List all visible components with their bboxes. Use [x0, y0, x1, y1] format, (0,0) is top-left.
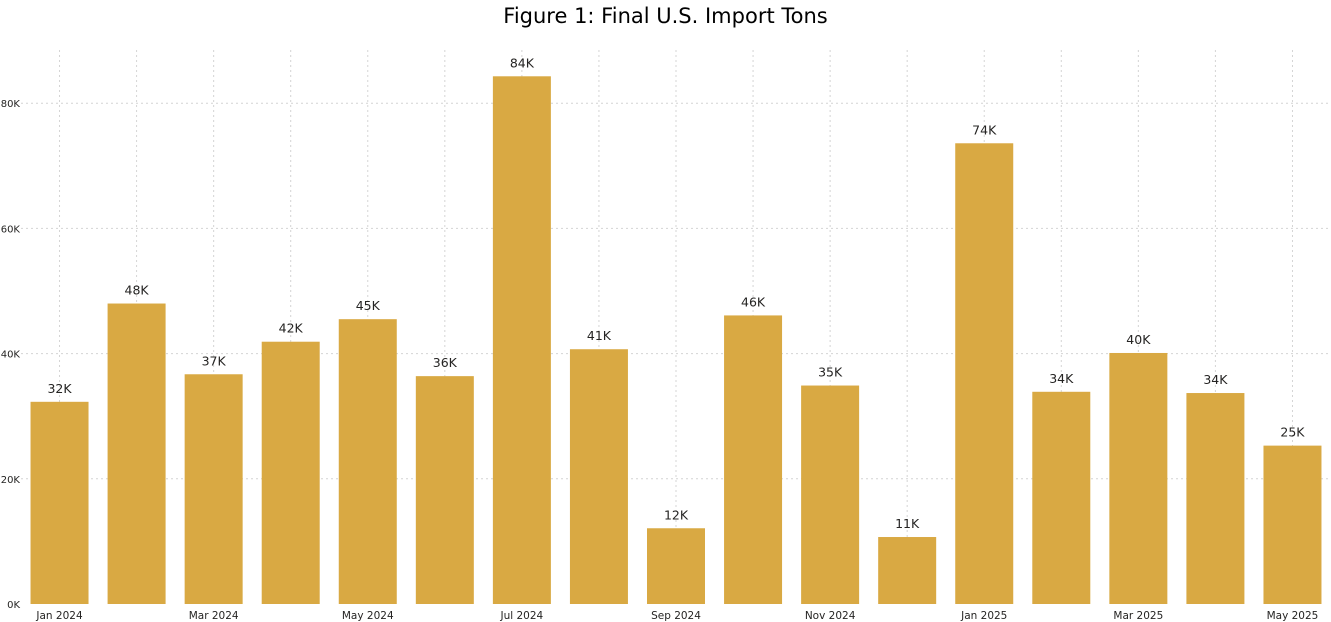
x-tick-label: Nov 2024 [805, 610, 856, 622]
bar[interactable] [415, 376, 474, 604]
bar[interactable] [1109, 352, 1168, 604]
bars [30, 76, 1322, 605]
bar-data-label: 35K [818, 365, 843, 380]
bar-data-label: 36K [433, 355, 458, 370]
bar-data-label: 12K [664, 507, 689, 522]
bar-data-label: 37K [202, 353, 227, 368]
x-tick-label: Jan 2024 [35, 610, 83, 622]
bar-data-label: 74K [972, 122, 997, 137]
x-axis: Jan 2024 Mar 2024 May 2024 Jul 2024 Sep 2024… [35, 610, 1318, 622]
bar-data-label: 25K [1280, 425, 1305, 440]
y-tick-label: 60K [1, 224, 21, 235]
data-labels: 32K 48K 37K 42K 45K 36K 84K 41K 12K 46K 35K 11K 74K 3… [47, 55, 1305, 531]
bar[interactable] [955, 143, 1014, 604]
bar-data-label: 34K [1049, 371, 1074, 386]
x-tick-label: May 2024 [342, 610, 394, 622]
bar-data-label: 34K [1203, 372, 1228, 387]
y-tick-label: 40K [1, 350, 21, 361]
bar[interactable] [724, 315, 783, 604]
y-tick-label: 0K [7, 600, 20, 611]
bar[interactable] [801, 385, 860, 604]
bar-data-label: 42K [279, 321, 304, 336]
bar[interactable] [338, 319, 397, 604]
x-tick-label: May 2025 [1267, 610, 1319, 622]
bar-data-label: 11K [895, 516, 920, 531]
bar-data-label: 40K [1126, 332, 1151, 347]
bar[interactable] [1032, 391, 1091, 604]
bar-data-label: 32K [47, 381, 72, 396]
y-axis: 0K 20K 40K 60K 80K [1, 99, 21, 611]
bar-data-label: 41K [587, 328, 612, 343]
x-tick-label: Sep 2024 [651, 610, 701, 622]
bar[interactable] [647, 528, 705, 604]
bar[interactable] [1186, 393, 1245, 604]
x-tick-label: Jul 2024 [500, 610, 544, 622]
bar[interactable] [261, 341, 320, 604]
bar-data-label: 46K [741, 294, 766, 309]
bar[interactable] [878, 537, 937, 604]
bar[interactable] [107, 303, 166, 604]
x-tick-label: Mar 2024 [189, 610, 239, 622]
bar[interactable] [30, 401, 89, 604]
y-tick-label: 20K [1, 475, 21, 486]
x-tick-label: Jan 2025 [960, 610, 1007, 622]
bar-data-label: 45K [356, 298, 381, 313]
bar-data-label: 84K [510, 55, 535, 70]
bar[interactable] [569, 349, 628, 604]
x-tick-label: Mar 2025 [1113, 610, 1163, 622]
bar[interactable] [492, 76, 551, 605]
bar-data-label: 48K [125, 283, 150, 298]
y-tick-label: 80K [1, 99, 21, 110]
bar[interactable] [1263, 445, 1322, 604]
bar[interactable] [184, 374, 243, 604]
chart-title: Figure 1: Final U.S. Import Tons [503, 4, 828, 28]
